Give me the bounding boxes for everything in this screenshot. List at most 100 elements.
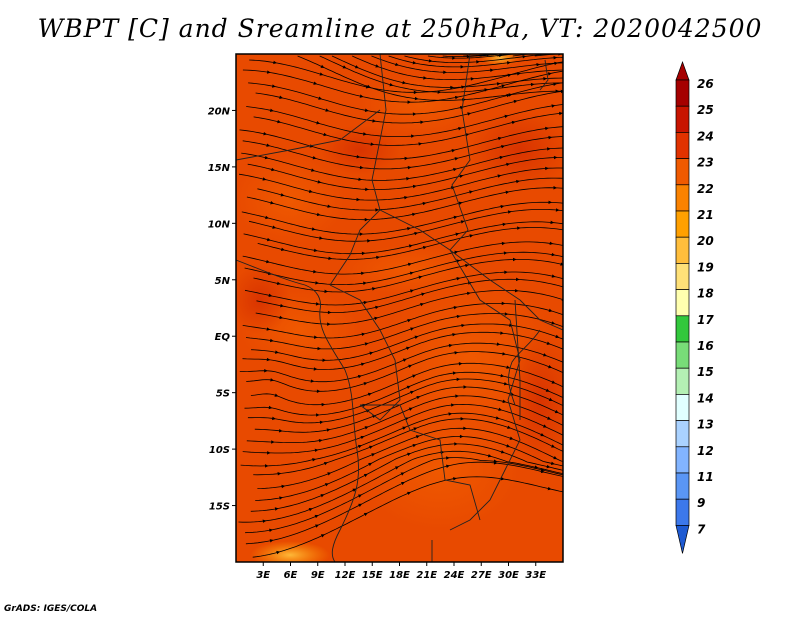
streamline-arrowhead (540, 433, 545, 437)
colorbar-label: 13 (697, 418, 714, 432)
streamline-arrowhead (319, 72, 324, 76)
streamline-arrowhead (500, 204, 505, 209)
streamline-arrowhead (454, 157, 459, 161)
streamline-arrowhead (361, 271, 365, 276)
colorbar-label: 18 (697, 287, 714, 301)
streamline-arrowhead (402, 426, 407, 430)
colorbar-swatch (675, 315, 690, 343)
streamline-arrowhead (454, 95, 459, 100)
colorbar-swatch (675, 184, 690, 212)
streamline-arrowhead (406, 177, 410, 181)
streamline (250, 362, 563, 406)
streamline-arrowhead (374, 316, 379, 321)
streamline-arrowhead (502, 352, 507, 356)
streamline-arrowhead (395, 62, 400, 67)
streamline-arrowhead (357, 374, 362, 379)
streamline-arrowhead (407, 318, 412, 323)
streamline-arrowhead (322, 358, 327, 362)
streamline-arrowhead (476, 60, 480, 64)
streamline-arrowhead (308, 508, 313, 512)
streamline-arrowhead (370, 142, 375, 146)
streamline-arrowhead (361, 332, 366, 337)
streamline-arrowhead (279, 95, 284, 99)
streamline-arrowhead (404, 195, 408, 200)
streamline-arrowhead (413, 90, 418, 95)
streamline-arrowhead (327, 204, 332, 208)
streamline-arrowhead (325, 108, 330, 112)
streamline (496, 54, 517, 57)
streamline (427, 54, 514, 59)
colorbar-label: 23 (697, 156, 714, 170)
streamline-arrowhead (272, 225, 277, 229)
streamline (244, 271, 563, 306)
streamline-arrowhead (501, 301, 506, 306)
streamline-arrowhead (408, 364, 413, 368)
streamline-arrowhead (553, 155, 558, 160)
streamline (246, 187, 563, 221)
streamline-arrowhead (409, 271, 414, 275)
streamline-arrowhead (458, 201, 463, 206)
streamline-arrowhead (559, 111, 563, 116)
streamline-arrowhead (454, 442, 458, 446)
streamline-arrowhead (453, 477, 457, 481)
streamline (241, 147, 563, 181)
colorbar-swatch (675, 420, 690, 448)
streamline-arrowhead (456, 377, 461, 382)
streamline-arrowhead (318, 96, 323, 100)
streamline-arrowhead (422, 201, 427, 206)
streamline-arrowhead (269, 539, 274, 543)
streamline-arrowhead (423, 76, 428, 80)
streamline-arrowhead (451, 403, 455, 407)
streamline-arrowhead (400, 482, 405, 486)
streamline-arrowhead (313, 248, 318, 253)
streamline-arrowhead (502, 399, 507, 404)
streamline-arrowhead (357, 444, 362, 449)
streamline-arrowhead (328, 256, 333, 261)
streamline-arrowhead (360, 435, 365, 440)
streamline-arrowhead (313, 367, 318, 371)
streamline-arrowhead (356, 154, 361, 159)
streamline (388, 55, 563, 68)
colorbar-swatch (675, 341, 690, 369)
streamline-arrowhead (536, 62, 541, 67)
streamline-arrowhead (414, 96, 419, 101)
streamline-arrowhead (498, 54, 503, 58)
streamline (331, 55, 563, 88)
streamline-arrowhead (273, 60, 278, 65)
streamline-arrowhead (500, 331, 504, 335)
streamline-arrowhead (551, 274, 556, 278)
streamline-arrowhead (400, 472, 405, 476)
streamline-arrowhead (516, 179, 520, 184)
streamline-arrowhead (452, 56, 456, 60)
streamline-arrowhead (548, 308, 553, 313)
lat-tick-label: 15S (209, 502, 230, 513)
streamline (242, 69, 563, 103)
streamline-arrowhead (461, 323, 466, 328)
streamline-arrowhead (553, 186, 558, 190)
streamline-arrowhead (459, 174, 464, 178)
streamline-arrowhead (469, 234, 474, 238)
colorbar-label: 26 (697, 77, 714, 91)
streamline-arrowhead (404, 156, 409, 161)
streamline-arrowhead (467, 112, 472, 116)
streamline-arrowhead (363, 512, 368, 517)
streamline-arrowhead (319, 420, 324, 425)
lat-tick-label: 5N (215, 276, 231, 287)
streamline-arrowhead (517, 226, 521, 230)
streamline-arrowhead (269, 338, 274, 343)
streamline-arrowhead (327, 310, 332, 315)
streamline (242, 303, 563, 339)
streamline-arrowhead (279, 315, 284, 320)
colorbar-label: 21 (697, 208, 714, 222)
streamline-arrowhead (279, 496, 284, 500)
streamline-arrowhead (375, 64, 380, 68)
streamline-arrowhead (363, 132, 367, 136)
streamline-arrowhead (315, 302, 320, 306)
streamline-arrowhead (410, 390, 415, 395)
lon-tick-label: 12E (335, 570, 356, 581)
streamline-arrowhead (270, 200, 275, 205)
streamline-arrowhead (487, 453, 492, 458)
lon-tick-label: 18E (389, 570, 410, 581)
streamline-arrowhead (448, 343, 453, 348)
streamline-arrowhead (363, 382, 368, 386)
